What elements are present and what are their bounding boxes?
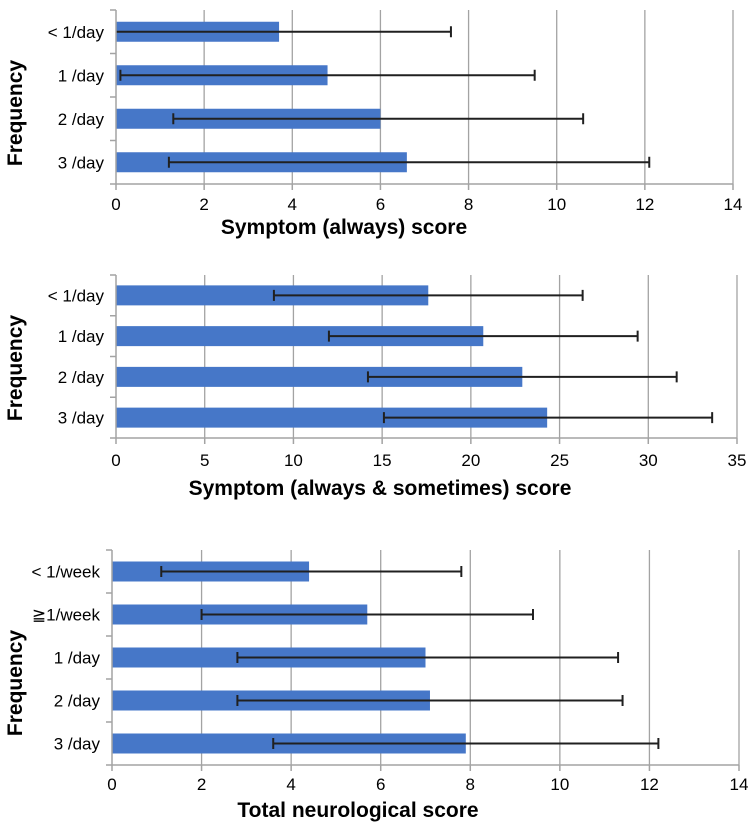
category-label: 2 /day — [58, 368, 105, 387]
x-tick-label: 14 — [730, 775, 749, 794]
bar — [116, 407, 548, 428]
x-tick-label: 0 — [111, 451, 120, 470]
x-tick-label: 14 — [724, 195, 743, 214]
x-tick-label: 4 — [288, 195, 297, 214]
category-label: 3 /day — [54, 735, 101, 754]
total-neurological-chart: 0 2 4 6 8 10 12 14 < 1/week ≧1/week 1 /day 2 /day 3 … — [4, 549, 749, 822]
category-label: 2 /day — [54, 692, 101, 711]
x-tick-label: 6 — [376, 195, 385, 214]
category-label: < 1/day — [48, 286, 105, 305]
x-tick-label: 5 — [200, 451, 209, 470]
category-label: 1 /day — [58, 66, 105, 85]
x-tick-label: 20 — [461, 451, 480, 470]
x-tick-label: 0 — [111, 195, 120, 214]
bar — [116, 366, 523, 387]
x-tick-label: 4 — [286, 775, 295, 794]
x-tick-label: 10 — [284, 451, 303, 470]
x-tick-label: 10 — [547, 195, 566, 214]
x-tick-label: 15 — [373, 451, 392, 470]
x-tick-label: 35 — [728, 451, 747, 470]
x-tick-label: 8 — [464, 195, 473, 214]
category-label: < 1/week — [31, 563, 100, 582]
category-label: 2 /day — [58, 110, 105, 129]
y-axis-label: Frequency — [4, 60, 27, 167]
x-tick-label: 2 — [199, 195, 208, 214]
symptom-always-sometimes-chart: 0 5 10 15 20 25 30 35 < 1/day 1 /day 2 /day 3 /day S… — [4, 274, 747, 500]
category-label: ≧1/week — [32, 606, 101, 625]
category-label: 3 /day — [58, 409, 105, 428]
chart-title: Symptom (always & sometimes) score — [189, 477, 572, 500]
x-tick-label: 2 — [197, 775, 206, 794]
chart-title: Symptom (always) score — [221, 216, 467, 239]
chart-title: Total neurological score — [237, 799, 478, 822]
category-label: 1 /day — [54, 649, 101, 668]
x-tick-label: 8 — [466, 775, 475, 794]
bar — [116, 285, 429, 306]
x-tick-label: 0 — [107, 775, 116, 794]
x-tick-label: 30 — [639, 451, 658, 470]
symptom-always-chart: 0 2 4 6 8 10 12 14 < 1/day 1 /day 2 /day 3 /day Symp… — [4, 9, 743, 239]
x-tick-label: 10 — [550, 775, 569, 794]
x-tick-label: 25 — [550, 451, 569, 470]
category-label: 3 /day — [58, 153, 105, 172]
x-tick-label: 12 — [635, 195, 654, 214]
y-axis-label: Frequency — [4, 315, 27, 422]
category-label: < 1/day — [48, 23, 105, 42]
x-tick-label: 12 — [640, 775, 659, 794]
y-axis-label: Frequency — [4, 630, 27, 737]
category-label: 1 /day — [58, 327, 105, 346]
bar — [116, 326, 484, 347]
x-tick-label: 6 — [376, 775, 385, 794]
